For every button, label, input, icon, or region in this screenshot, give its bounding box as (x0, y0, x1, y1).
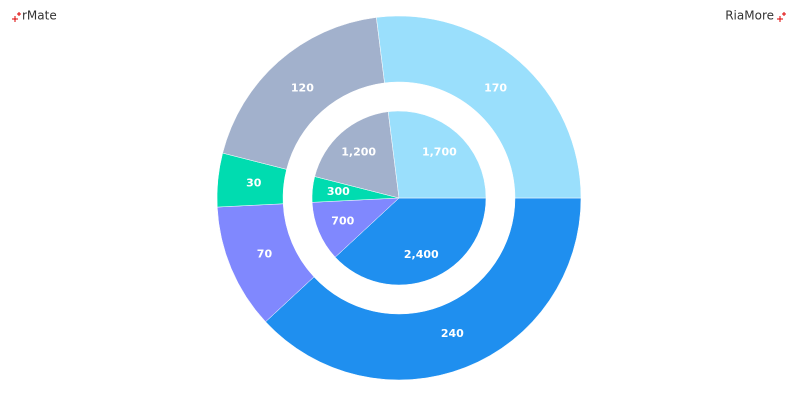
data-label: 30 (246, 176, 262, 189)
data-label: 2,400 (404, 248, 439, 261)
data-label: 70 (257, 248, 273, 261)
watermark-right: RiaMore (725, 9, 774, 23)
data-label: 170 (484, 82, 507, 95)
watermark-left: rMate (22, 9, 57, 23)
slice (314, 111, 400, 199)
data-label: 300 (327, 185, 350, 198)
slice (387, 110, 487, 199)
data-label: 120 (291, 82, 314, 95)
data-label: 700 (331, 215, 354, 228)
slice (376, 15, 582, 199)
data-label: 1,200 (341, 145, 376, 158)
data-label: 1,700 (422, 145, 457, 158)
slice (334, 197, 487, 286)
rmate-icon (12, 12, 21, 22)
slice (265, 197, 582, 381)
data-label: 240 (441, 327, 464, 340)
riamore-icon (777, 12, 786, 22)
